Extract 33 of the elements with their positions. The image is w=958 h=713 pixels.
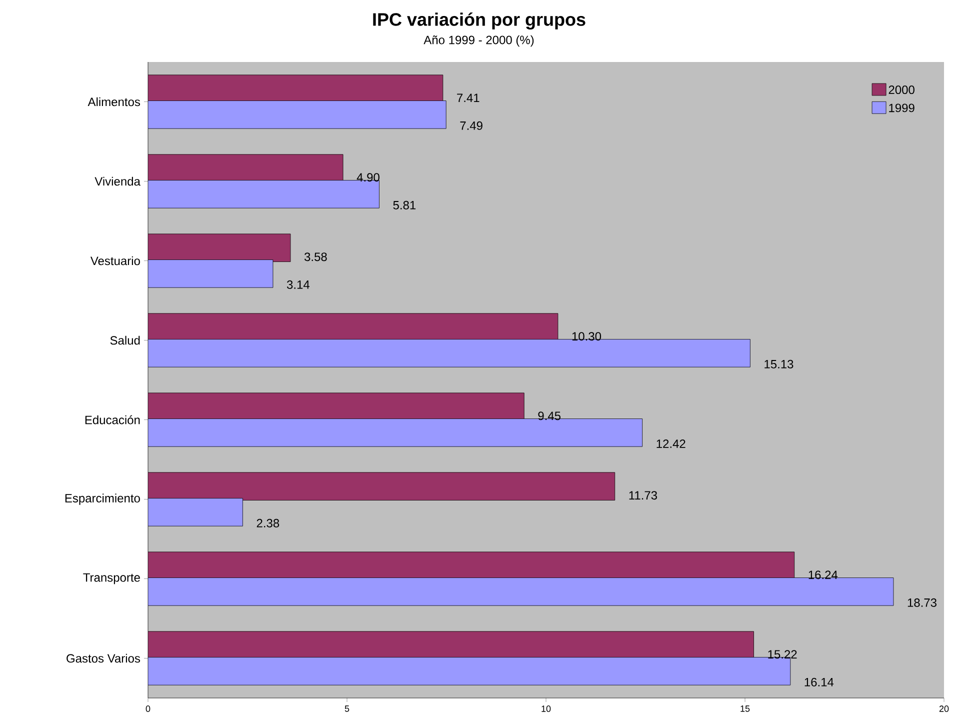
legend-label: 1999 [889,104,914,112]
data-label: 15.22 [768,650,797,659]
data-label: 2.38 [256,518,280,528]
legend-label: 2000 [888,86,914,94]
data-label: 9.45 [538,412,560,420]
data-label: 15.13 [764,360,794,368]
y-tick-label: Esparcimiento [65,494,140,505]
y-tick-label: Educación [85,415,140,424]
data-label: 10.30 [572,332,602,341]
x-tick-label: 20 [939,706,949,712]
x-tick-label: 5 [344,706,350,712]
data-label: 12.42 [656,439,686,448]
data-label: 7.49 [460,121,482,130]
data-label: 16.24 [808,570,838,580]
data-label: 3.58 [304,252,327,262]
y-tick-label: Vivienda [94,176,140,186]
y-tick-label: Transporte [83,573,140,584]
x-tick-label: 10 [542,706,551,712]
data-label: 18.73 [908,598,936,607]
y-tick-label: Gastos Varios [66,654,140,663]
data-label: 4.90 [356,173,380,182]
data-label: 7.41 [457,94,480,102]
y-tick-label: Vestuario [90,256,140,266]
data-label: 16.14 [804,678,834,686]
x-tick-label: 0 [146,706,150,712]
y-tick-label: Salud [110,336,140,345]
y-tick-label: Alimentos [88,97,140,106]
data-label: 11.73 [629,491,658,500]
chart-title: IPC variación por grupos [373,12,586,30]
chart-subtitle: Año 1999 - 2000 (%) [424,35,534,47]
x-tick-label: 15 [740,706,750,712]
data-label: 5.81 [393,200,416,210]
data-label: 3.14 [286,280,310,289]
